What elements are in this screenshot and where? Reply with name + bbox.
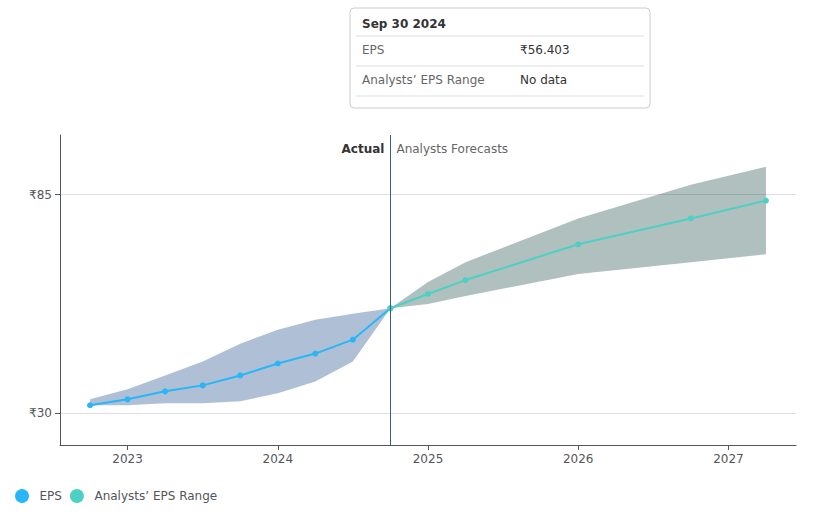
svg-text:2023: 2023 xyxy=(112,452,143,466)
svg-text:2025: 2025 xyxy=(413,452,444,466)
svg-text:No data: No data xyxy=(520,73,567,87)
svg-text:EPS: EPS xyxy=(362,43,384,57)
svg-text:₹56.403: ₹56.403 xyxy=(520,43,570,57)
svg-text:2026: 2026 xyxy=(563,452,594,466)
svg-text:₹30: ₹30 xyxy=(29,406,52,420)
svg-text:Analysts’ EPS Range: Analysts’ EPS Range xyxy=(362,73,485,87)
svg-text:Analysts Forecasts: Analysts Forecasts xyxy=(396,142,508,156)
svg-text:₹85: ₹85 xyxy=(29,188,52,202)
svg-text:2024: 2024 xyxy=(263,452,294,466)
svg-text:Analysts’ EPS Range: Analysts’ EPS Range xyxy=(94,489,217,503)
svg-text:2027: 2027 xyxy=(713,452,744,466)
svg-text:EPS: EPS xyxy=(40,489,62,503)
svg-text:Actual: Actual xyxy=(342,142,385,156)
svg-text:Sep 30 2024: Sep 30 2024 xyxy=(362,17,446,31)
